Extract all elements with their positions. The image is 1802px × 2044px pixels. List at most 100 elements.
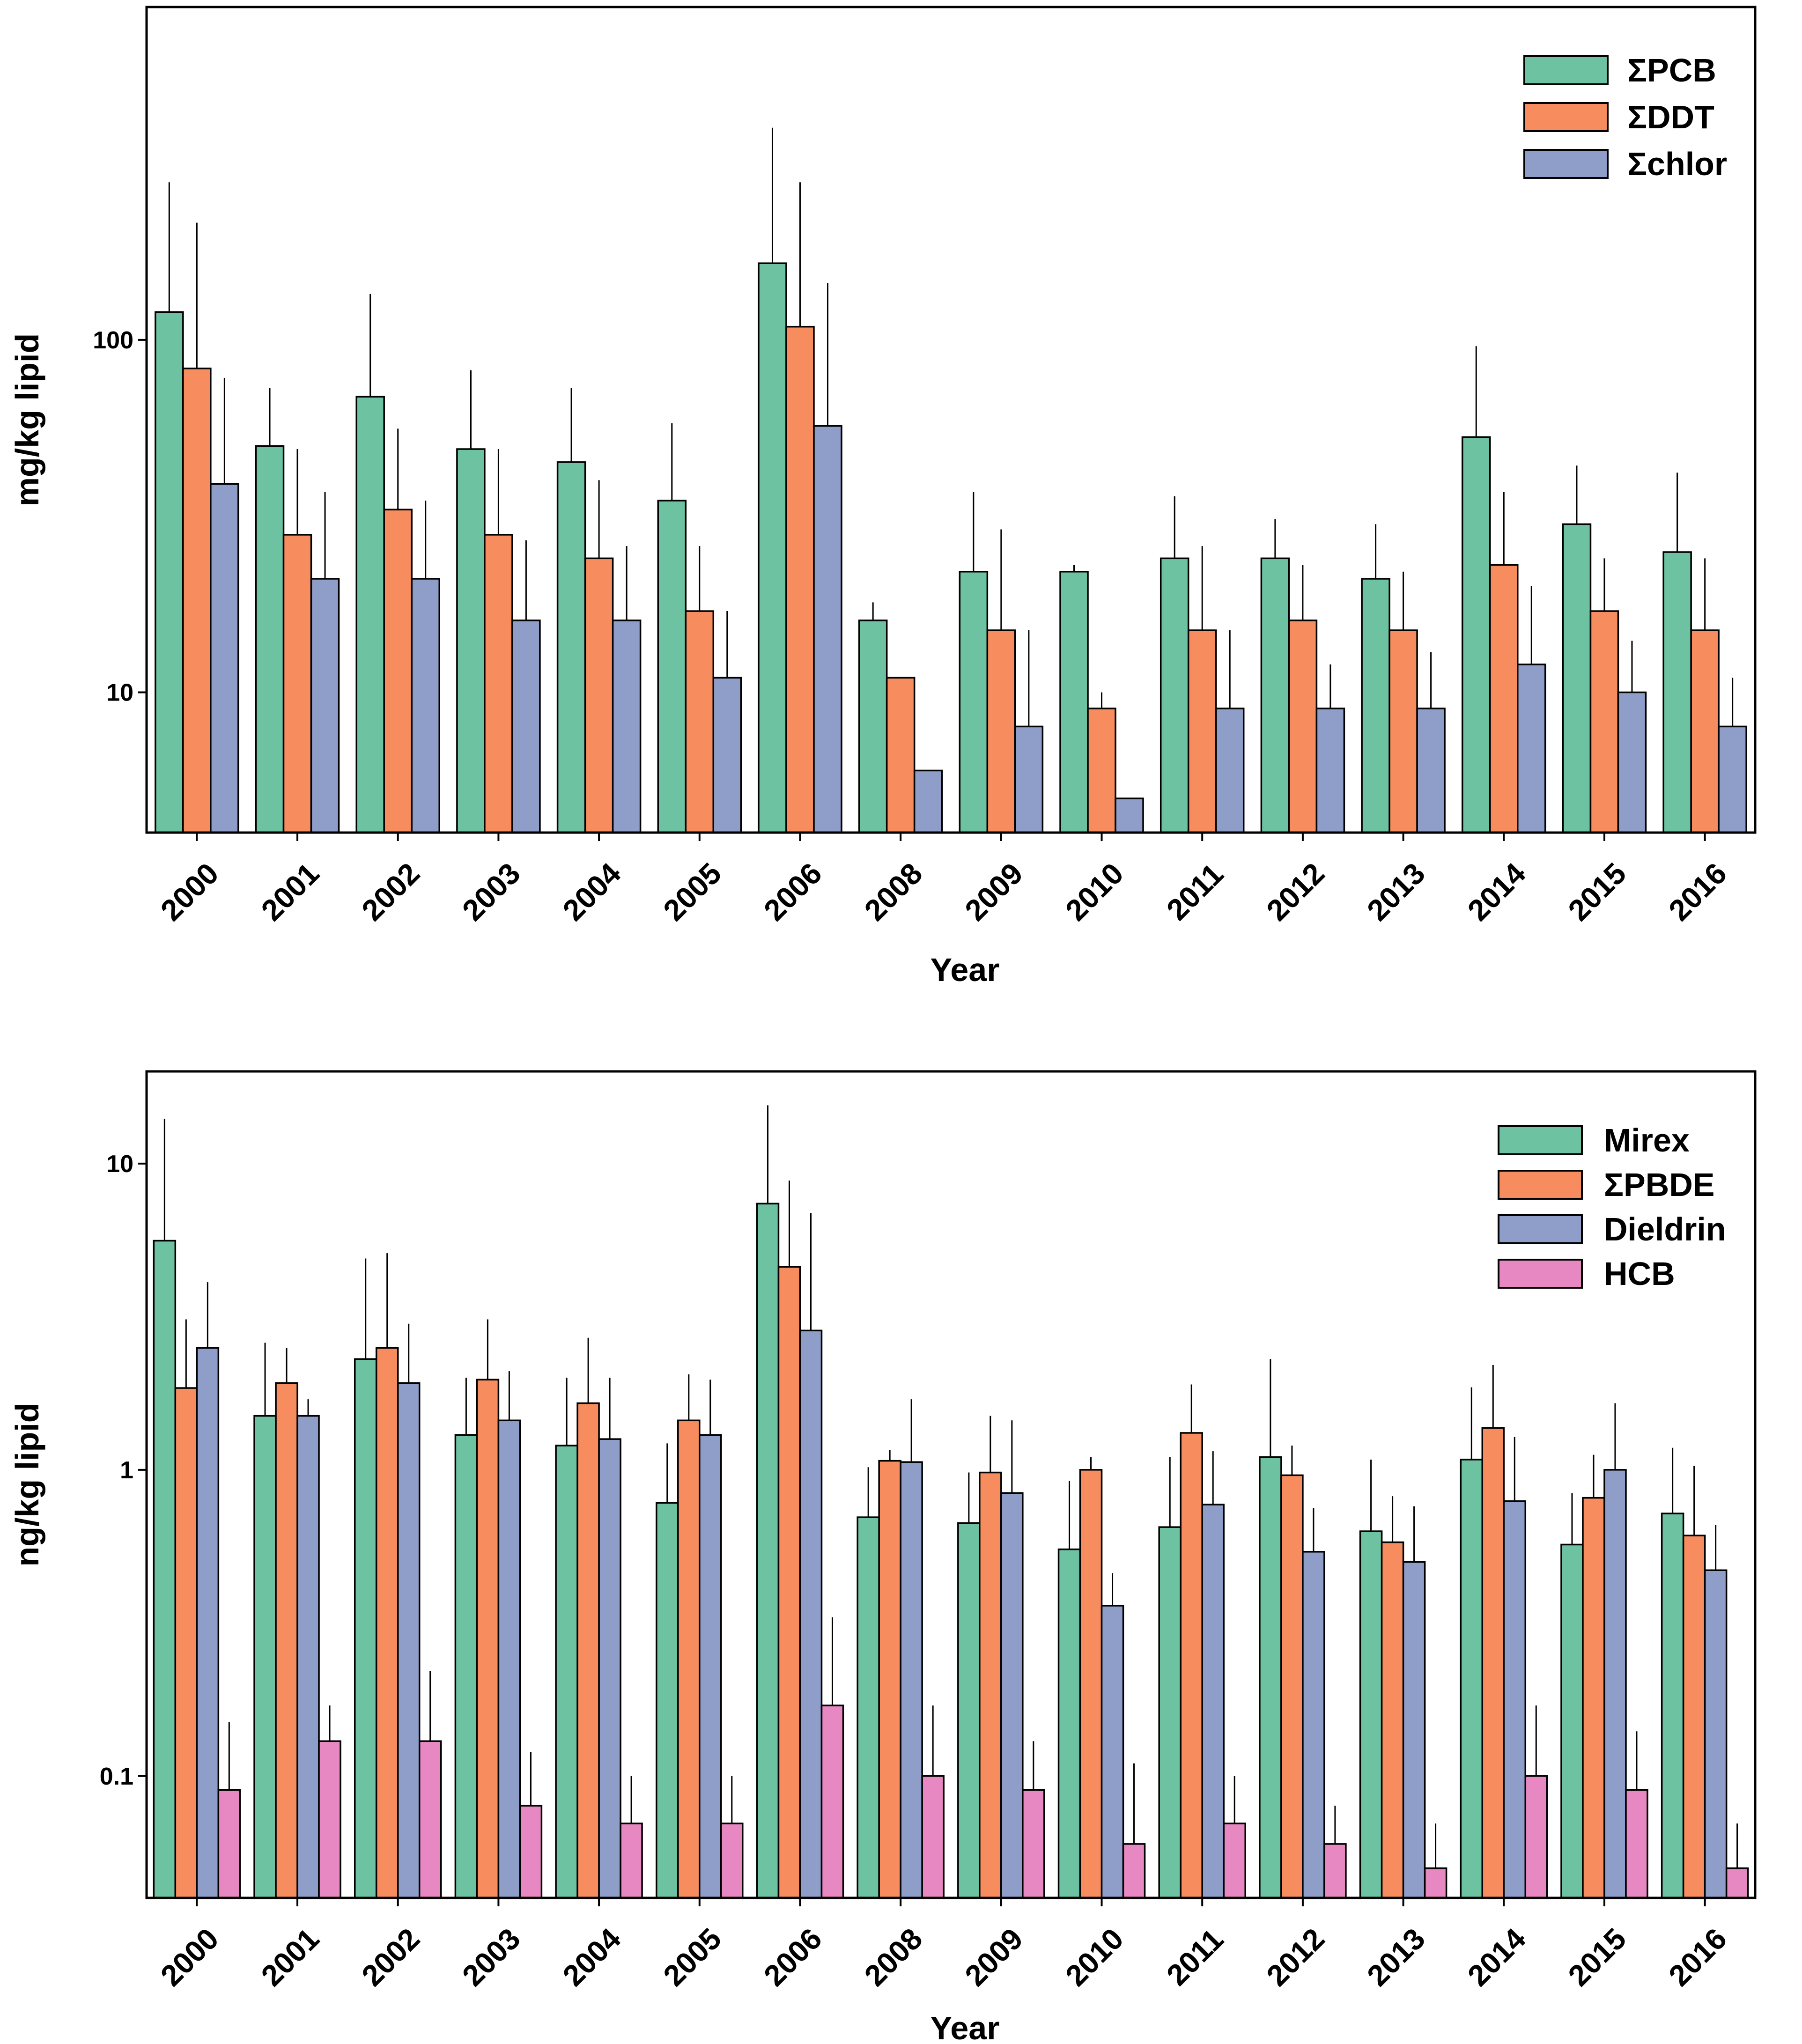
bar-Mirex-2013 bbox=[1359, 1530, 1383, 1899]
bar-ΣPCB-2003 bbox=[456, 448, 486, 834]
x-tick-label-2012: 2012 bbox=[1260, 856, 1331, 928]
bar-ΣDDT-2009 bbox=[986, 629, 1016, 834]
bar-Σchlor-2010 bbox=[1115, 797, 1144, 834]
y-tick-label: 1 bbox=[120, 1457, 133, 1484]
bar-HCB-2010 bbox=[1122, 1843, 1146, 1899]
bar-Dieldrin-2015 bbox=[1603, 1469, 1627, 1899]
bar-Σchlor-2016 bbox=[1718, 725, 1747, 834]
bar-Mirex-2005 bbox=[656, 1502, 679, 1899]
bar-HCB-2015 bbox=[1625, 1789, 1648, 1899]
x-tick-label-2000: 2000 bbox=[154, 1922, 225, 1993]
x-tick-label-2006: 2006 bbox=[757, 856, 828, 928]
bar-HCB-2011 bbox=[1223, 1823, 1246, 1899]
bar-Dieldrin-2001 bbox=[296, 1415, 320, 1899]
x-axis-title: Year bbox=[931, 2010, 1000, 2044]
x-tick-label-2008: 2008 bbox=[858, 1922, 929, 1993]
x-axis-title: Year bbox=[931, 952, 1000, 988]
x-tick-label-2013: 2013 bbox=[1360, 1922, 1432, 1993]
bar-HCB-2003 bbox=[519, 1805, 543, 1899]
bar-ΣPCB-2000 bbox=[155, 311, 184, 834]
x-tick-label-2005: 2005 bbox=[657, 856, 728, 928]
bar-ΣPBDE-2003 bbox=[476, 1379, 500, 1899]
bar-Dieldrin-2003 bbox=[497, 1419, 521, 1899]
bar-Σchlor-2005 bbox=[712, 677, 742, 834]
bar-HCB-2014 bbox=[1524, 1775, 1548, 1899]
bar-HCB-2009 bbox=[1022, 1789, 1045, 1899]
bar-ΣPCB-2012 bbox=[1260, 557, 1290, 834]
legend-swatch-Σchlor bbox=[1523, 149, 1609, 179]
bar-Σchlor-2002 bbox=[411, 578, 440, 834]
legend-label-HCB: HCB bbox=[1604, 1255, 1675, 1292]
legend-swatch-Dieldrin bbox=[1498, 1214, 1583, 1244]
bar-Σchlor-2014 bbox=[1517, 664, 1546, 834]
bar-ΣPCB-2005 bbox=[657, 500, 687, 834]
y-tick-label: 10 bbox=[106, 1151, 133, 1178]
bar-Dieldrin-2010 bbox=[1100, 1605, 1124, 1899]
bar-Dieldrin-2000 bbox=[196, 1347, 220, 1899]
bar-Mirex-2010 bbox=[1057, 1548, 1081, 1899]
x-tick-label-2016: 2016 bbox=[1662, 856, 1733, 928]
bar-Σchlor-2003 bbox=[511, 620, 541, 834]
bar-Mirex-2003 bbox=[454, 1434, 478, 1899]
x-tick-label-2016: 2016 bbox=[1662, 1922, 1733, 1993]
bar-ΣDDT-2001 bbox=[282, 534, 312, 834]
bar-ΣDDT-2015 bbox=[1589, 610, 1619, 834]
bar-HCB-2002 bbox=[418, 1740, 442, 1899]
x-tick-label-2003: 2003 bbox=[456, 856, 527, 928]
bar-Σchlor-2015 bbox=[1617, 691, 1647, 834]
x-tick-label-2014: 2014 bbox=[1461, 856, 1532, 927]
bar-Mirex-2011 bbox=[1158, 1526, 1182, 1899]
bar-ΣPCB-2009 bbox=[959, 571, 989, 834]
bar-ΣDDT-2002 bbox=[383, 509, 413, 834]
bar-ΣPCB-2006 bbox=[758, 262, 787, 834]
legend-swatch-ΣDDT bbox=[1523, 102, 1609, 132]
bar-ΣPCB-2002 bbox=[355, 396, 385, 834]
legend: Mirex ΣPBDE Dieldrin HCB bbox=[1498, 1122, 1726, 1292]
bar-Mirex-2006 bbox=[756, 1203, 780, 1899]
y-axis-title: ng/kg lipid bbox=[9, 1403, 45, 1567]
bar-Dieldrin-2006 bbox=[799, 1329, 823, 1899]
x-tick-label-2010: 2010 bbox=[1059, 856, 1130, 928]
x-tick-label-2001: 2001 bbox=[255, 856, 326, 928]
legend-label-ΣPCB: ΣPCB bbox=[1627, 52, 1716, 89]
bar-ΣPCB-2004 bbox=[556, 461, 586, 834]
bar-ΣPBDE-2011 bbox=[1180, 1432, 1203, 1899]
bar-Σchlor-2000 bbox=[210, 483, 239, 834]
bar-ΣPCB-2014 bbox=[1462, 436, 1491, 834]
bar-ΣPCB-2001 bbox=[255, 445, 285, 834]
x-tick-label-2003: 2003 bbox=[456, 1922, 527, 1993]
bar-HCB-2008 bbox=[921, 1775, 945, 1899]
bar-Dieldrin-2014 bbox=[1503, 1500, 1527, 1899]
chart-panel-2: 0.1 1 10 2000 2001 2002 2003 2004 2005 2006 2008 20… bbox=[9, 1070, 1757, 2044]
bar-ΣPBDE-2015 bbox=[1582, 1497, 1605, 1899]
legend-label-ΣDDT: ΣDDT bbox=[1627, 99, 1714, 135]
legend-swatch-Mirex bbox=[1498, 1125, 1583, 1155]
bar-Mirex-2008 bbox=[857, 1516, 880, 1899]
bar-ΣDDT-2011 bbox=[1187, 629, 1217, 834]
bar-Mirex-2015 bbox=[1560, 1543, 1584, 1899]
bar-Σchlor-2006 bbox=[813, 425, 842, 834]
bar-HCB-2016 bbox=[1725, 1867, 1749, 1899]
x-tick-label-2002: 2002 bbox=[355, 1922, 426, 1993]
bar-ΣPBDE-2013 bbox=[1381, 1541, 1404, 1899]
x-tick-label-2001: 2001 bbox=[255, 1922, 326, 1993]
x-tick-label-2009: 2009 bbox=[958, 856, 1029, 928]
bar-ΣDDT-2016 bbox=[1690, 629, 1720, 834]
bar-Mirex-2012 bbox=[1259, 1456, 1282, 1899]
bar-ΣPCB-2008 bbox=[858, 620, 888, 834]
legend-label-Mirex: Mirex bbox=[1604, 1122, 1690, 1159]
bar-ΣPCB-2016 bbox=[1662, 551, 1692, 834]
bar-ΣPBDE-2005 bbox=[677, 1419, 701, 1899]
x-tick-label-2004: 2004 bbox=[556, 1921, 628, 1992]
bar-ΣPBDE-2000 bbox=[174, 1387, 198, 1899]
bar-Dieldrin-2016 bbox=[1704, 1569, 1728, 1899]
bar-ΣPBDE-2001 bbox=[275, 1382, 298, 1899]
x-tick-label-2005: 2005 bbox=[657, 1922, 728, 1993]
bar-Σchlor-2001 bbox=[310, 578, 340, 834]
legend-swatch-ΣPBDE bbox=[1498, 1170, 1583, 1200]
bar-ΣDDT-2008 bbox=[886, 677, 916, 834]
bar-HCB-2000 bbox=[217, 1789, 241, 1899]
bar-ΣPBDE-2008 bbox=[878, 1460, 901, 1899]
legend-swatch-ΣPCB bbox=[1523, 55, 1609, 85]
bar-HCB-2005 bbox=[720, 1823, 744, 1899]
